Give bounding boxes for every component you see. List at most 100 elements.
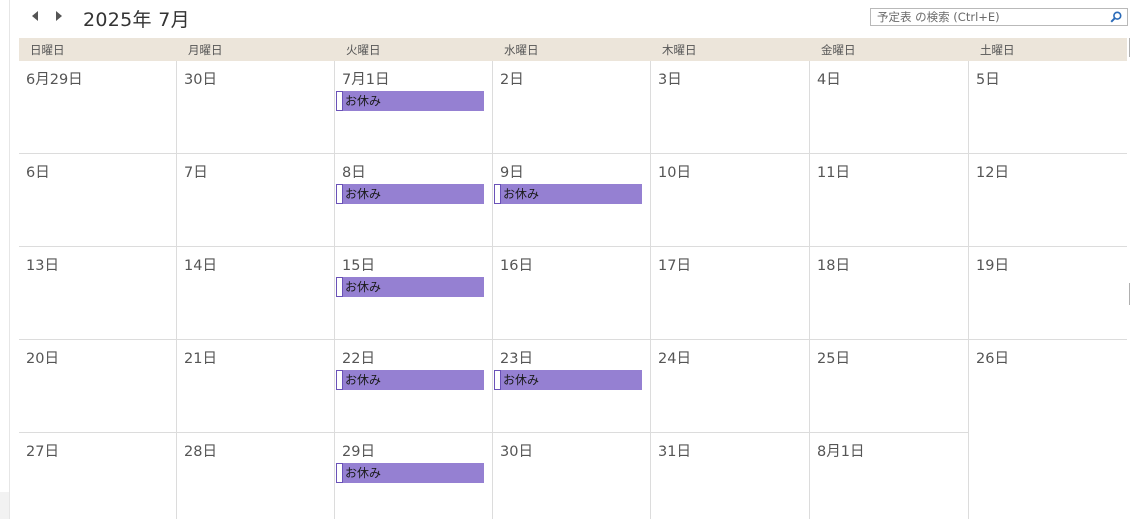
day-number: 10日 <box>658 165 691 181</box>
day-number: 28日 <box>184 444 217 460</box>
day-cell[interactable]: 7日 <box>177 154 335 247</box>
day-number: 25日 <box>817 351 850 367</box>
day-cell[interactable]: 18日 <box>810 247 969 340</box>
day-number: 15日 <box>342 258 375 274</box>
day-cell[interactable]: 23日お休み <box>493 340 651 433</box>
month-title: 2025年 7月 <box>83 9 190 31</box>
day-number: 12日 <box>976 165 1009 181</box>
calendar-event[interactable]: お休み <box>336 277 484 297</box>
day-cell[interactable]: 28日 <box>177 433 335 519</box>
day-cell[interactable]: 30日 <box>177 61 335 154</box>
day-cell[interactable]: 30日 <box>493 433 651 519</box>
day-cell[interactable]: 17日 <box>651 247 810 340</box>
day-number: 6日 <box>26 165 50 181</box>
day-number: 4日 <box>817 72 841 88</box>
day-cell[interactable]: 16日 <box>493 247 651 340</box>
day-cell[interactable]: 13日 <box>19 247 177 340</box>
day-cell[interactable]: 4日 <box>810 61 969 154</box>
event-status-strip <box>336 370 343 390</box>
weekday-label: 金曜日 <box>821 43 856 57</box>
weekday-label: 日曜日 <box>30 43 65 57</box>
event-title: お休み <box>345 466 382 480</box>
day-cell[interactable]: 31日 <box>651 433 810 519</box>
day-number: 3日 <box>658 72 682 88</box>
day-cell[interactable]: 12日 <box>969 154 1127 247</box>
day-number: 30日 <box>500 444 533 460</box>
event-title: お休み <box>503 187 540 201</box>
chevron-left-icon <box>32 11 38 21</box>
weekday-label: 木曜日 <box>662 43 697 57</box>
day-cell[interactable]: 14日 <box>177 247 335 340</box>
day-cell[interactable]: 29日お休み <box>335 433 493 519</box>
event-status-strip <box>336 184 343 204</box>
day-number: 24日 <box>658 351 691 367</box>
day-number: 29日 <box>342 444 375 460</box>
day-cell[interactable]: 10日 <box>651 154 810 247</box>
next-month-button[interactable] <box>52 9 66 23</box>
day-number: 17日 <box>658 258 691 274</box>
calendar-event[interactable]: お休み <box>336 184 484 204</box>
day-number: 13日 <box>26 258 59 274</box>
day-cell[interactable]: 11日 <box>810 154 969 247</box>
weekday-label: 土曜日 <box>980 43 1015 57</box>
day-cell[interactable]: 22日お休み <box>335 340 493 433</box>
day-cell[interactable]: 9日お休み <box>493 154 651 247</box>
day-cell[interactable]: 8日お休み <box>335 154 493 247</box>
left-pane-corner <box>0 492 9 519</box>
day-cell[interactable]: 26日 <box>969 340 1127 423</box>
day-cell[interactable]: 15日お休み <box>335 247 493 340</box>
day-number: 14日 <box>184 258 217 274</box>
event-status-strip <box>494 184 501 204</box>
calendar-event[interactable]: お休み <box>494 184 642 204</box>
day-cell[interactable]: 21日 <box>177 340 335 433</box>
day-cell[interactable]: 6月29日 <box>19 61 177 154</box>
day-number: 26日 <box>976 351 1009 367</box>
day-number: 8日 <box>342 165 366 181</box>
calendar-event[interactable]: お休み <box>336 370 484 390</box>
day-cell[interactable]: 19日 <box>969 247 1127 340</box>
previous-month-button[interactable] <box>28 9 42 23</box>
day-number: 30日 <box>184 72 217 88</box>
day-cell[interactable]: 20日 <box>19 340 177 433</box>
chevron-right-icon <box>56 11 62 21</box>
calendar-event[interactable]: お休み <box>494 370 642 390</box>
day-number: 8月1日 <box>817 444 865 460</box>
month-grid: 6月29日 30日 7月1日 お休み 2日 3日 4日 5日 6日 7日 8日 お休み 9日 お休み 10日… <box>19 61 1127 519</box>
event-status-strip <box>494 370 501 390</box>
day-number: 5日 <box>976 72 1000 88</box>
day-number: 21日 <box>184 351 217 367</box>
day-number: 7月1日 <box>342 72 390 88</box>
calendar-event[interactable]: お休み <box>336 463 484 483</box>
day-cell[interactable]: 3日 <box>651 61 810 154</box>
day-number: 22日 <box>342 351 375 367</box>
day-cell[interactable]: 25日 <box>810 340 969 433</box>
day-number: 23日 <box>500 351 533 367</box>
weekday-label: 水曜日 <box>504 43 539 57</box>
calendar-search-box[interactable] <box>870 8 1128 26</box>
day-cell[interactable]: 27日 <box>19 433 177 519</box>
day-cell[interactable]: 5日 <box>969 61 1127 154</box>
event-status-strip <box>336 277 343 297</box>
day-number: 2日 <box>500 72 524 88</box>
day-number: 27日 <box>26 444 59 460</box>
weekday-label: 火曜日 <box>346 43 381 57</box>
day-cell[interactable]: 24日 <box>651 340 810 433</box>
day-number: 19日 <box>976 258 1009 274</box>
event-title: お休み <box>345 187 382 201</box>
day-cell[interactable]: 6日 <box>19 154 177 247</box>
calendar-event[interactable]: お休み <box>336 91 484 111</box>
day-cell[interactable]: 8月1日 <box>810 433 969 519</box>
event-title: お休み <box>345 280 382 294</box>
event-title: お休み <box>503 373 540 387</box>
day-number: 6月29日 <box>26 72 83 88</box>
day-cell[interactable]: 7月1日お休み <box>335 61 493 154</box>
search-icon[interactable] <box>1110 11 1122 23</box>
search-input[interactable] <box>871 9 1107 25</box>
weekday-label: 月曜日 <box>188 43 223 57</box>
day-number: 7日 <box>184 165 208 181</box>
day-number: 16日 <box>500 258 533 274</box>
day-number: 9日 <box>500 165 524 181</box>
day-cell[interactable]: 2日 <box>493 61 651 154</box>
day-number: 18日 <box>817 258 850 274</box>
day-number: 31日 <box>658 444 691 460</box>
